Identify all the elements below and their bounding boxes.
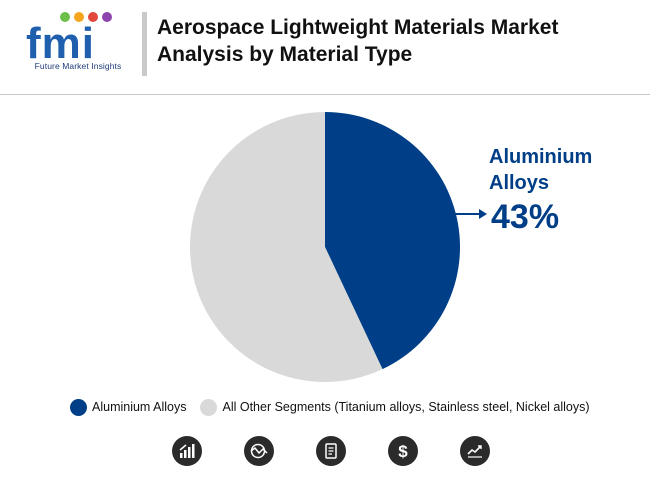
header: fmi fmi Future Market Insights Aerospace… — [0, 0, 650, 92]
legend-label-other: All Other Segments (Titanium alloys, Sta… — [222, 400, 590, 414]
header-divider — [142, 12, 147, 76]
document-icon — [316, 436, 346, 466]
callout-arrow-head — [479, 209, 487, 219]
pie-chart — [189, 112, 487, 382]
line-chart-icon — [460, 436, 490, 466]
logo-tagline: Future Market Insights — [34, 61, 122, 71]
callout-label-line-1: Aluminium — [489, 146, 593, 168]
globe-trend-icon — [244, 436, 274, 466]
callout-value: 43% — [491, 198, 560, 236]
fmi-logo: fmi fmi — [18, 10, 138, 78]
legend-swatch-other — [200, 398, 218, 416]
callout-label-line-2: Alloys — [489, 172, 550, 194]
legend-item-other: All Other Segments (Titanium alloys, Sta… — [200, 398, 590, 416]
legend-swatch-aluminium — [70, 398, 87, 416]
pie-slice-aluminium-alloys — [325, 112, 460, 370]
svg-text:fmi: fmi — [26, 19, 95, 64]
fmi-logo-mark: fmi — [26, 12, 112, 68]
pie-slice-all-other-segments — [189, 112, 383, 382]
title-line-1: Aerospace Lightweight Materials Market — [157, 16, 559, 39]
callout-label: Aluminium Alloys — [489, 144, 639, 196]
header-separator — [0, 94, 650, 95]
pie-slices — [189, 112, 460, 382]
svg-text:$: $ — [398, 442, 408, 461]
legend: Aluminium Alloys All Other Segments (Tit… — [70, 396, 630, 418]
legend-item-aluminium: Aluminium Alloys — [70, 398, 187, 416]
legend-label-aluminium: Aluminium Alloys — [92, 400, 187, 414]
footer-icons: $ — [0, 436, 650, 472]
title-line-2: Analysis by Material Type — [157, 43, 413, 66]
dollar-icon: $ — [388, 436, 418, 466]
bar-chart-icon — [172, 436, 202, 466]
page-title: Aerospace Lightweight Materials Market A… — [157, 14, 637, 68]
